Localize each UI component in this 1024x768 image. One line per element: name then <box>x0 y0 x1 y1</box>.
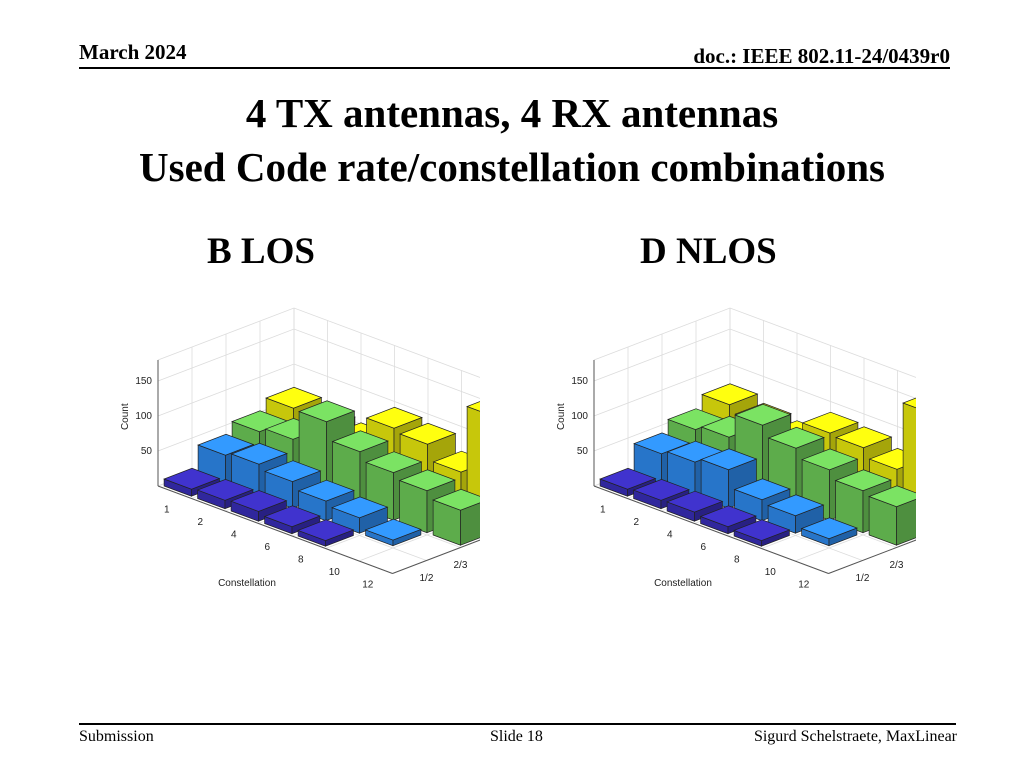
z-tick-label: 150 <box>135 376 152 387</box>
header-date: March 2024 <box>79 40 187 64</box>
x-tick-label: 4 <box>231 529 237 540</box>
bar-los-rate-1-2-const-8 <box>297 519 355 547</box>
x-tick-label: 1 <box>164 504 170 515</box>
z-axis-title: Count <box>556 403 567 430</box>
bar-nlos-rate-3-4-const-12 <box>868 485 926 546</box>
chart-nlos: 50 100 150 Count 1 2 4 6 8 10 12 Constellation 1/2 2/… <box>536 300 981 615</box>
z-grid-line <box>157 307 529 396</box>
y-tick-label: 1/2 <box>856 573 870 584</box>
x-tick-label: 8 <box>734 554 740 565</box>
z-tick-label: 50 <box>577 446 589 457</box>
x-axis-line <box>593 485 829 574</box>
z-grid-line <box>593 363 965 452</box>
bar-los-rate-3-4-const-12 <box>432 488 490 546</box>
chart-title-nlos: D NLOS <box>640 231 777 272</box>
bar-nlos-rate-1-2-const-8 <box>733 519 791 547</box>
x-tick-label: 4 <box>667 529 673 540</box>
slide-title-line-2: Used Code rate/constellation combination… <box>139 144 885 190</box>
x-tick-label: 2 <box>633 517 639 528</box>
bar-los-rate-2-3-const-8 <box>331 496 389 534</box>
z-grid-line <box>157 363 529 452</box>
x-axis-title: Constellation <box>654 578 712 589</box>
x-tick-label: 6 <box>264 542 270 553</box>
footer-slide-number: Slide 18 <box>490 728 543 745</box>
x-axis-title: Constellation <box>218 578 276 589</box>
x-tick-label: 10 <box>329 567 341 578</box>
x-tick-label: 12 <box>362 579 374 590</box>
bar-nlos-rate-2-3-const-8 <box>767 494 825 534</box>
y-tick-label: 2/3 <box>890 560 904 571</box>
z-axis-title: Count <box>120 403 131 430</box>
chart-title-los: B LOS <box>207 231 315 272</box>
slide-title-line-1: 4 TX antennas, 4 RX antennas <box>245 90 779 136</box>
bar-los-rate-2-3-const-10 <box>364 518 422 547</box>
footer-submission: Submission <box>79 728 154 745</box>
x-tick-label: 8 <box>298 554 304 565</box>
chart-los: 50 100 150 Count 1 2 4 6 8 10 12 Constellation 1/2 2/… <box>100 300 545 615</box>
z-grid-line <box>157 328 529 417</box>
x-tick-label: 1 <box>600 504 606 515</box>
y-tick-label: 1/2 <box>420 573 434 584</box>
z-tick-label: 150 <box>571 376 588 387</box>
x-tick-label: 12 <box>798 579 810 590</box>
bar-nlos-rate-2-3-const-10 <box>800 517 858 547</box>
bar-los-rate-1-2-const-6 <box>263 505 321 535</box>
z-tick-label: 50 <box>141 446 153 457</box>
bar-nlos-rate-1-2-const-6 <box>699 505 757 535</box>
x-tick-label: 2 <box>197 517 203 528</box>
footer-rule <box>79 723 956 725</box>
y-tick-label: 2/3 <box>454 560 468 571</box>
z-tick-label: 100 <box>135 411 152 422</box>
x-tick-label: 10 <box>765 567 777 578</box>
z-grid-line <box>593 328 965 417</box>
footer-author: Sigurd Schelstraete, MaxLinear <box>753 728 957 745</box>
x-tick-label: 6 <box>700 542 706 553</box>
z-grid-line <box>593 307 965 396</box>
x-axis-line <box>157 485 393 574</box>
z-tick-label: 100 <box>571 411 588 422</box>
header-doc-id: doc.: IEEE 802.11-24/0439r0 <box>693 44 950 68</box>
header-rule <box>79 67 950 69</box>
